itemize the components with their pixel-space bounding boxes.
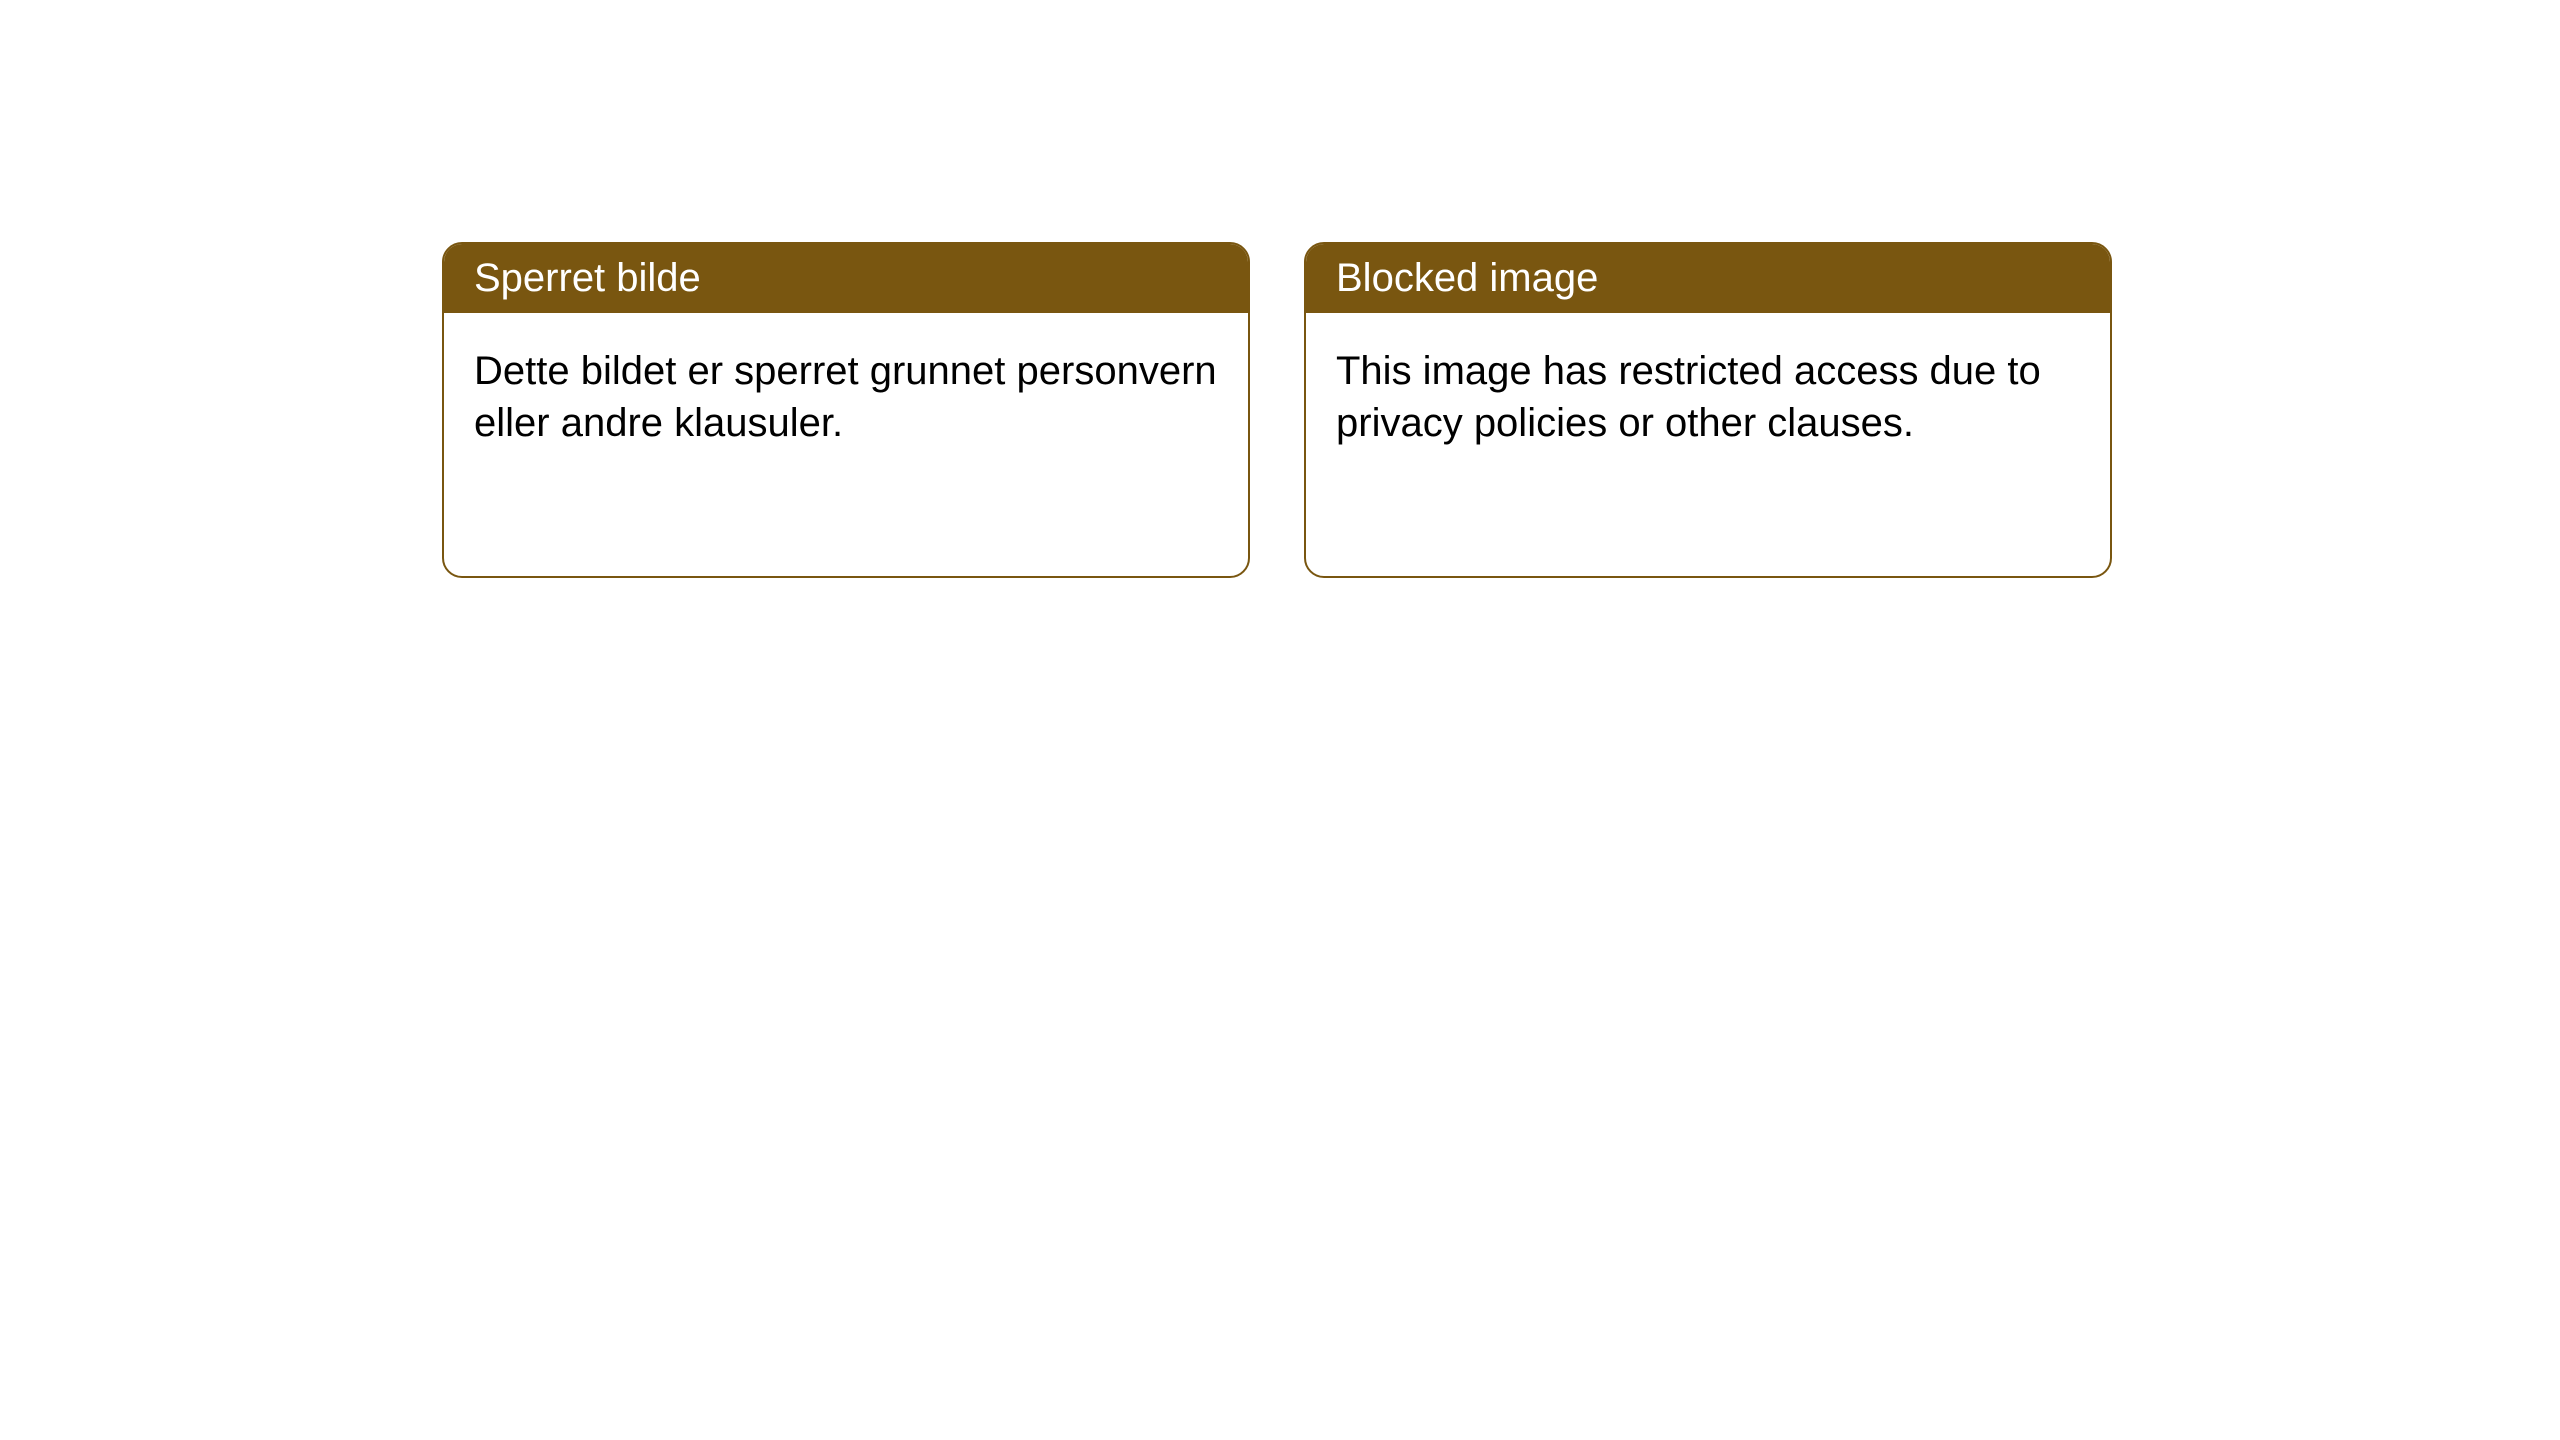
notice-header-text: Sperret bilde xyxy=(474,256,701,300)
notice-body-text: This image has restricted access due to … xyxy=(1336,349,2041,445)
notice-card-english: Blocked image This image has restricted … xyxy=(1304,242,2112,578)
notice-header-english: Blocked image xyxy=(1306,244,2110,313)
notice-body-text: Dette bildet er sperret grunnet personve… xyxy=(474,349,1217,445)
notice-header-text: Blocked image xyxy=(1336,256,1598,300)
notice-header-norwegian: Sperret bilde xyxy=(444,244,1248,313)
notice-container: Sperret bilde Dette bildet er sperret gr… xyxy=(442,242,2112,578)
notice-body-norwegian: Dette bildet er sperret grunnet personve… xyxy=(444,313,1248,481)
notice-card-norwegian: Sperret bilde Dette bildet er sperret gr… xyxy=(442,242,1250,578)
notice-body-english: This image has restricted access due to … xyxy=(1306,313,2110,481)
